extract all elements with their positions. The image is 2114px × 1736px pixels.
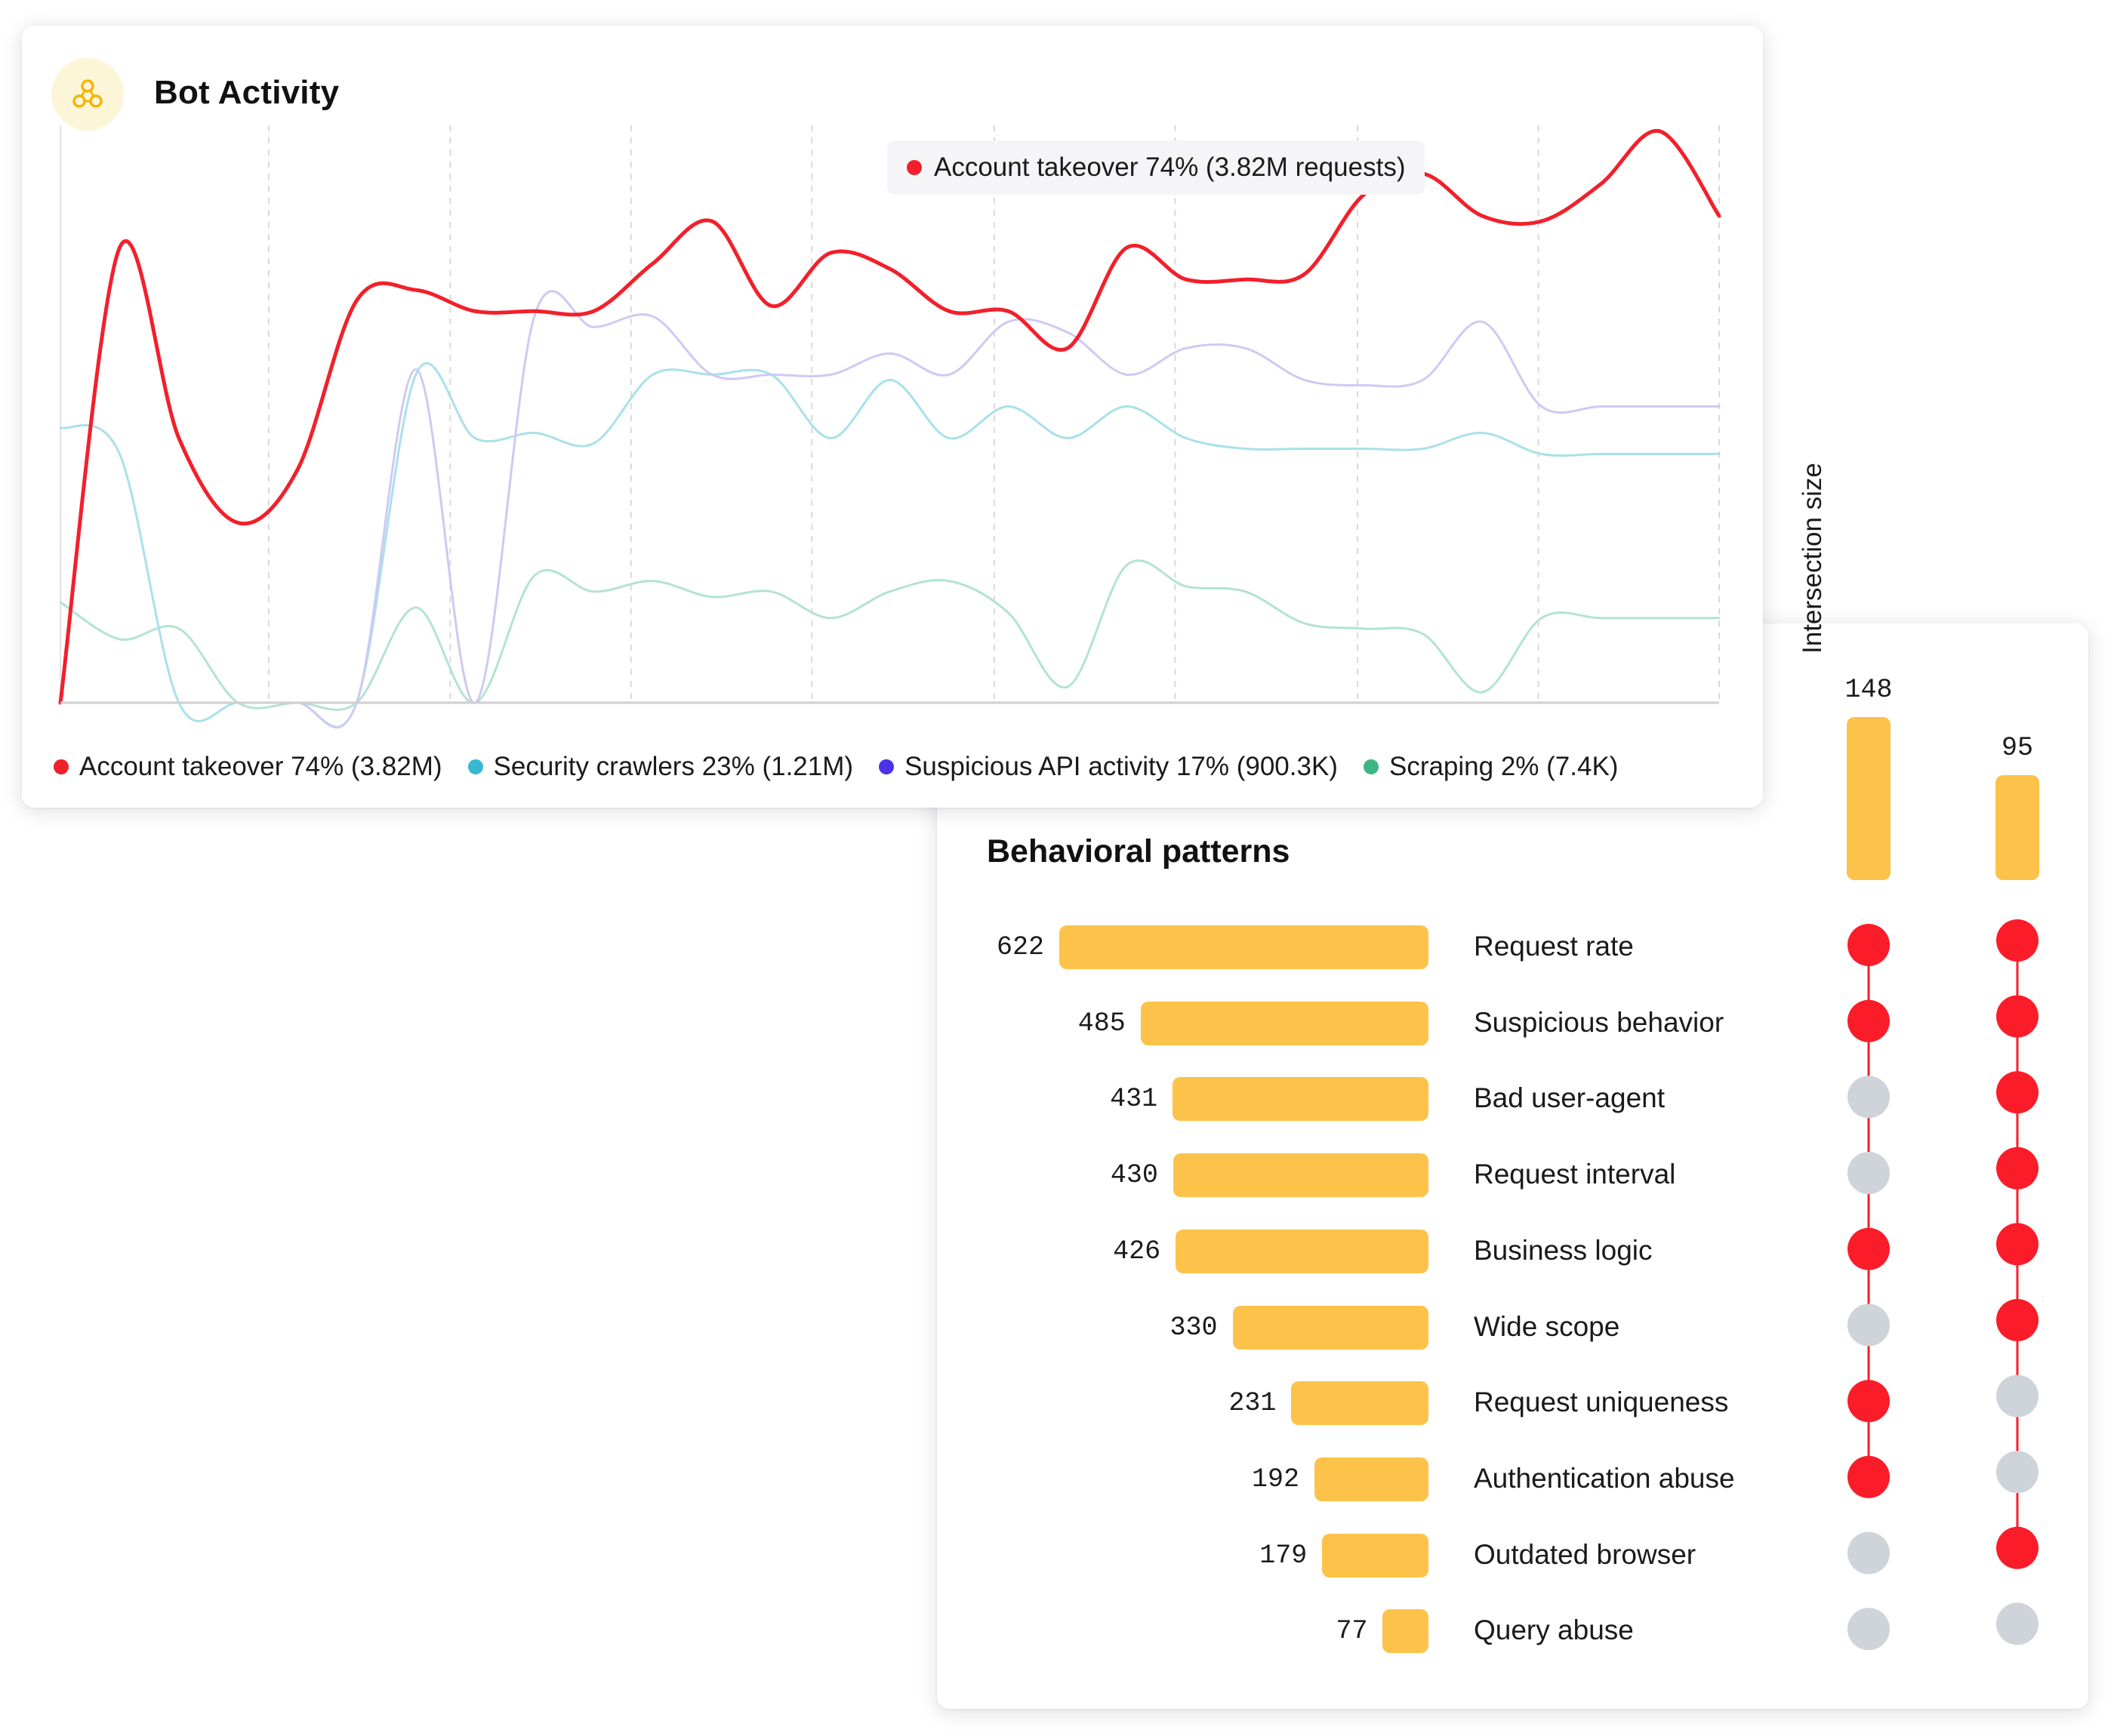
intersection-size-1: 148	[1844, 675, 1893, 705]
matrix-dot-2-6[interactable]	[1996, 1299, 2038, 1341]
pattern-label-query-abuse: Query abuse	[1474, 1614, 1634, 1646]
pattern-bar-wide-scope[interactable]	[1232, 1305, 1428, 1350]
matrix-dot-2-4[interactable]	[1996, 1147, 2038, 1190]
pattern-bar-suspicious-behavior[interactable]	[1140, 1001, 1428, 1045]
pattern-bar-outdated-browser[interactable]	[1322, 1533, 1428, 1577]
bot-activity-title: Bot Activity	[154, 74, 340, 111]
matrix-dot-2-3[interactable]	[1996, 1071, 2038, 1114]
pattern-bar-request-interval[interactable]	[1173, 1153, 1428, 1198]
intersection-bar-2[interactable]	[1995, 775, 2039, 880]
bot-network-glyph	[72, 79, 103, 108]
legend-label-scraping: Scraping 2% (7.4K)	[1388, 752, 1619, 781]
pattern-bar-business-logic[interactable]	[1176, 1229, 1428, 1273]
pattern-value-request-interval: 430	[1110, 1160, 1158, 1191]
matrix-dot-2-10[interactable]	[1996, 1602, 2038, 1645]
matrix-dot-1-9[interactable]	[1847, 1531, 1890, 1574]
pattern-label-request-rate: Request rate	[1474, 931, 1634, 962]
pattern-value-bad-user-agent: 431	[1110, 1084, 1158, 1115]
pattern-value-business-logic: 426	[1113, 1236, 1161, 1267]
matrix-dot-1-5[interactable]	[1847, 1227, 1890, 1270]
chart-tooltip: Account takeover 74% (3.82M requests)	[887, 140, 1425, 195]
pattern-label-business-logic: Business logic	[1474, 1234, 1653, 1266]
matrix-dot-2-2[interactable]	[1996, 995, 2038, 1038]
intersection-size-2: 95	[2001, 733, 2033, 764]
pattern-label-wide-scope: Wide scope	[1474, 1310, 1620, 1342]
pattern-label-bad-user-agent: Bad user-agent	[1474, 1082, 1666, 1114]
series-line-scraping[interactable]	[59, 559, 1721, 711]
matrix-dot-1-7[interactable]	[1847, 1380, 1890, 1423]
bot-activity-card: Bot Activity Account takeover 74% (3.82M…	[22, 26, 1763, 808]
legend-item-security-crawlers[interactable]: Security crawlers 23% (1.21M)	[467, 752, 854, 782]
matrix-dot-2-8[interactable]	[1996, 1451, 2038, 1494]
pattern-value-wide-scope: 330	[1169, 1312, 1218, 1343]
intersection-bar-1[interactable]	[1847, 717, 1891, 880]
intersection-matrix	[1847, 919, 2038, 1651]
pattern-bar-request-uniqueness[interactable]	[1291, 1381, 1428, 1426]
legend-dot-scraping	[1363, 759, 1379, 774]
pattern-value-request-rate: 622	[996, 932, 1044, 962]
matrix-dot-1-2[interactable]	[1847, 999, 1890, 1042]
pattern-value-authentication-abuse: 192	[1252, 1464, 1300, 1494]
matrix-dot-1-6[interactable]	[1847, 1304, 1890, 1347]
legend-label-suspicious-api: Suspicious API activity 17% (900.3K)	[904, 752, 1338, 781]
series-line-security-crawlers[interactable]	[59, 362, 1721, 728]
pattern-value-request-uniqueness: 231	[1228, 1388, 1277, 1419]
pattern-value-suspicious-behavior: 485	[1077, 1008, 1126, 1039]
legend-label-security-crawlers: Security crawlers 23% (1.21M)	[493, 752, 854, 781]
legend-label-account-takeover: Account takeover 74% (3.82M)	[79, 752, 442, 781]
matrix-dot-1-1[interactable]	[1847, 924, 1890, 966]
pattern-label-suspicious-behavior: Suspicious behavior	[1474, 1006, 1724, 1038]
pattern-bar-query-abuse[interactable]	[1382, 1609, 1428, 1654]
behavioral-patterns-title: Behavioral patterns	[987, 833, 1290, 870]
legend-item-account-takeover[interactable]: Account takeover 74% (3.82M)	[54, 752, 442, 782]
legend-dot-security-crawlers	[467, 759, 483, 774]
tooltip-dot	[907, 160, 922, 175]
pattern-label-authentication-abuse: Authentication abuse	[1474, 1462, 1735, 1494]
matrix-dot-1-10[interactable]	[1847, 1608, 1890, 1651]
pattern-label-request-interval: Request interval	[1474, 1159, 1676, 1190]
tooltip-text: Account takeover 74% (3.82M requests)	[934, 152, 1406, 182]
pattern-value-query-abuse: 77	[1336, 1616, 1368, 1647]
pattern-bar-authentication-abuse[interactable]	[1314, 1457, 1428, 1501]
pattern-bar-request-rate[interactable]	[1059, 925, 1428, 969]
intersection-size-axis-label: Intersection size	[1798, 463, 1827, 654]
matrix-dot-2-5[interactable]	[1996, 1223, 2038, 1266]
chart-legend: Account takeover 74% (3.82M) Security cr…	[54, 752, 1618, 782]
pattern-bar-bad-user-agent[interactable]	[1173, 1077, 1428, 1122]
series-line-account-takeover[interactable]	[58, 128, 1721, 705]
legend-item-scraping[interactable]: Scraping 2% (7.4K)	[1363, 752, 1619, 782]
matrix-dot-2-9[interactable]	[1996, 1526, 2038, 1569]
matrix-dot-1-4[interactable]	[1847, 1152, 1890, 1195]
legend-item-suspicious-api[interactable]: Suspicious API activity 17% (900.3K)	[879, 752, 1338, 782]
legend-dot-account-takeover	[54, 759, 69, 774]
matrix-dot-2-7[interactable]	[1996, 1374, 2038, 1417]
bot-network-icon	[51, 58, 124, 131]
matrix-dot-1-8[interactable]	[1847, 1455, 1890, 1498]
pattern-label-outdated-browser: Outdated browser	[1474, 1538, 1696, 1570]
legend-dot-suspicious-api	[879, 759, 895, 774]
series-line-suspicious-api-activity[interactable]	[59, 290, 1721, 729]
matrix-dot-1-3[interactable]	[1847, 1076, 1890, 1119]
pattern-label-request-uniqueness: Request uniqueness	[1474, 1387, 1729, 1418]
pattern-value-outdated-browser: 179	[1259, 1540, 1308, 1571]
matrix-dot-2-1[interactable]	[1996, 919, 2038, 962]
bot-activity-line-chart	[58, 125, 1721, 729]
